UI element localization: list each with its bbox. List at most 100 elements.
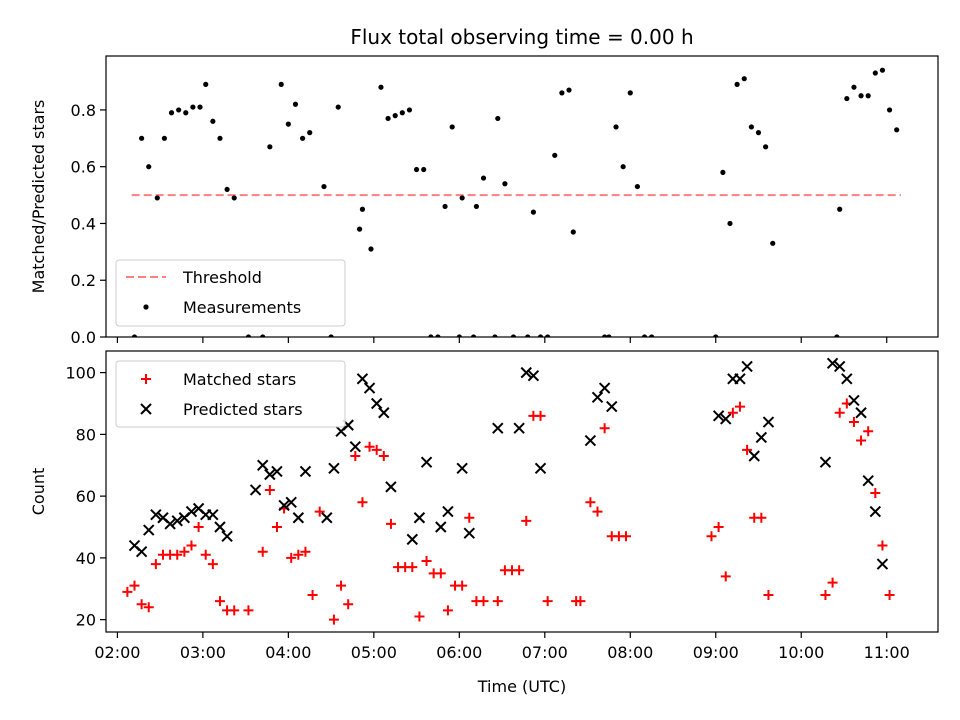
predicted-stars-point bbox=[606, 400, 618, 413]
matched-stars-point bbox=[421, 555, 432, 566]
x-tick-label: 08:00 bbox=[607, 643, 653, 662]
predicted-stars-point bbox=[328, 462, 340, 475]
matched-stars-point bbox=[820, 589, 831, 600]
measurement-point bbox=[858, 93, 864, 99]
plot-area bbox=[122, 357, 895, 625]
measurement-point bbox=[602, 334, 608, 337]
matched-stars-point bbox=[229, 605, 240, 616]
matched-stars-point bbox=[585, 497, 596, 508]
predicted-stars-point bbox=[249, 484, 262, 496]
matched-stars-point bbox=[599, 423, 610, 434]
measurement-point bbox=[470, 334, 477, 337]
measurement-point bbox=[755, 130, 762, 136]
y-axis-label: Count bbox=[29, 468, 48, 516]
predicted-stars-point bbox=[442, 505, 454, 518]
predicted-stars-point bbox=[370, 397, 383, 410]
predicted-stars-point bbox=[143, 524, 155, 536]
measurement-point bbox=[285, 121, 291, 127]
matched-stars-point bbox=[207, 559, 218, 570]
matched-stars-point bbox=[200, 549, 211, 560]
predicted-stars-point bbox=[591, 391, 604, 404]
predicted-stars-point bbox=[862, 474, 874, 487]
measurement-point bbox=[435, 334, 441, 337]
matched-stars-point bbox=[414, 611, 425, 622]
measurement-point bbox=[442, 203, 448, 210]
measurement-point bbox=[537, 334, 544, 337]
measurement-point bbox=[844, 95, 850, 102]
predicted-stars-point bbox=[299, 465, 312, 478]
measurement-point bbox=[378, 84, 384, 90]
measurement-point bbox=[321, 183, 327, 190]
matched-stars-point bbox=[763, 589, 774, 600]
measurement-point bbox=[510, 334, 517, 337]
matched-stars-point bbox=[734, 401, 745, 412]
matched-stars-point bbox=[727, 407, 738, 418]
top-panel: 0.0 0.2 0.4 0.6 0.8 Matched/Predicted stars Th… bbox=[29, 55, 939, 347]
measurement-point bbox=[449, 124, 455, 130]
plot-area bbox=[131, 67, 901, 337]
predicted-stars-point bbox=[513, 422, 525, 434]
predicted-stars-point bbox=[584, 434, 597, 447]
matched-stars-point bbox=[243, 605, 254, 616]
measurement-point bbox=[606, 334, 612, 337]
predicted-stars-point bbox=[833, 360, 846, 373]
matched-stars-point bbox=[257, 546, 268, 557]
matched-stars-point bbox=[378, 450, 389, 461]
measurement-point bbox=[865, 93, 871, 99]
x-tick-label: 02:00 bbox=[94, 643, 140, 662]
measurement-point bbox=[552, 152, 558, 158]
predicted-stars-point bbox=[734, 373, 746, 385]
matched-stars-point bbox=[193, 522, 204, 533]
matched-stars-point bbox=[336, 580, 347, 591]
measurement-point bbox=[139, 135, 145, 141]
matched-stars-point bbox=[442, 605, 453, 616]
predicted-stars-point bbox=[221, 530, 233, 542]
matched-stars-point bbox=[186, 540, 197, 551]
matched-stars-point bbox=[827, 577, 838, 588]
predicted-stars-point bbox=[534, 462, 547, 475]
matched-stars-point bbox=[478, 596, 489, 607]
predicted-stars-point bbox=[164, 518, 176, 530]
measurement-point bbox=[328, 334, 334, 337]
measurement-point bbox=[203, 81, 209, 87]
matched-stars-point bbox=[350, 450, 361, 461]
predicted-stars-point bbox=[855, 407, 867, 419]
measurement-point bbox=[570, 229, 576, 235]
predicted-stars-point bbox=[185, 505, 198, 518]
predicted-stars-point bbox=[406, 533, 419, 546]
predicted-stars-point bbox=[378, 407, 390, 419]
measurement-point bbox=[502, 181, 508, 187]
measurement-point bbox=[176, 107, 182, 113]
x-tick-label: 10:00 bbox=[778, 643, 824, 662]
matched-stars-point bbox=[385, 518, 396, 529]
predicted-stars-point bbox=[271, 465, 283, 478]
axes-frame bbox=[105, 350, 939, 633]
predicted-stars-point bbox=[463, 527, 475, 539]
measurement-point bbox=[197, 104, 203, 110]
measurement-point bbox=[720, 169, 726, 175]
matched-stars-point bbox=[264, 484, 275, 495]
matched-stars-point bbox=[407, 562, 418, 573]
y-tick-label: 100 bbox=[65, 364, 96, 383]
x-tick-label: 07:00 bbox=[522, 643, 568, 662]
predicted-stars-point bbox=[150, 508, 162, 521]
legend: Matched stars Predicted stars bbox=[115, 360, 346, 428]
measurement-point bbox=[224, 186, 230, 193]
measurement-point bbox=[894, 127, 900, 133]
x-tick-label: 09:00 bbox=[693, 643, 739, 662]
predicted-stars-point bbox=[741, 360, 753, 373]
y-tick-label: 0.6 bbox=[71, 158, 96, 177]
measurement-point bbox=[770, 240, 776, 246]
measurement-point bbox=[168, 110, 175, 116]
measurement-point bbox=[748, 124, 754, 130]
legend-threshold-label: Threshold bbox=[182, 268, 262, 287]
matched-stars-point bbox=[492, 596, 503, 607]
bottom-panel: 20 40 60 80 100 02:00 03:00 04:00 05:00 06:00 07:0… bbox=[29, 350, 939, 696]
measurement-point bbox=[292, 101, 299, 107]
axes-frame bbox=[105, 55, 939, 338]
predicted-stars-point bbox=[135, 546, 148, 558]
matched-stars-point bbox=[742, 444, 753, 455]
measurement-point bbox=[335, 104, 341, 110]
matched-stars-point bbox=[371, 444, 382, 455]
